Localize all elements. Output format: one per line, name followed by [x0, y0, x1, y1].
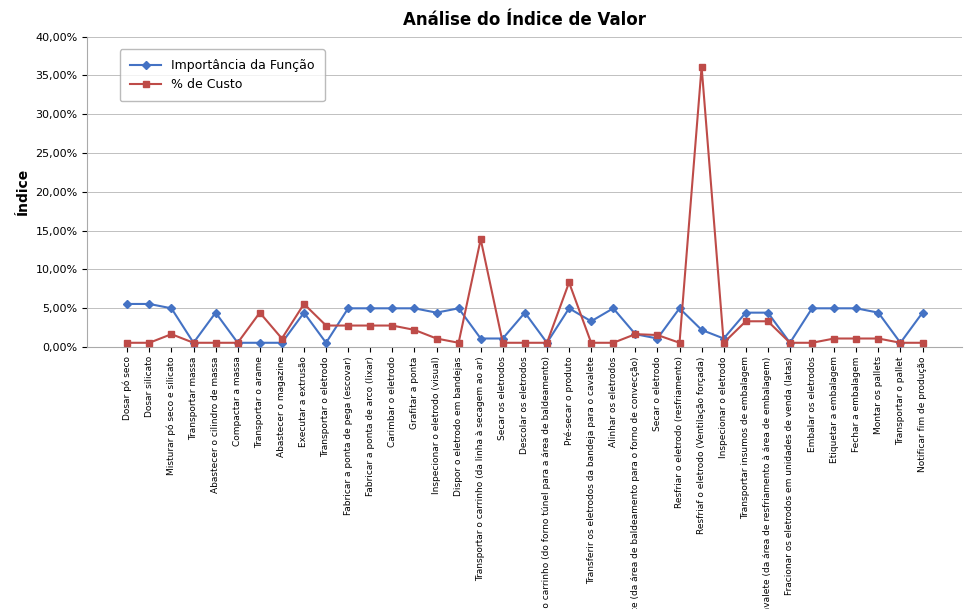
% de Custo — [828, 335, 840, 342]
% de Custo — [718, 339, 730, 347]
Importância da Função — [210, 309, 222, 316]
% de Custo — [232, 339, 244, 347]
Importância da Função — [519, 309, 531, 316]
% de Custo — [408, 326, 420, 334]
% de Custo — [210, 339, 222, 347]
% de Custo — [342, 322, 354, 329]
Importância da Função — [674, 304, 685, 312]
% de Custo — [453, 339, 465, 347]
Importância da Função — [806, 304, 817, 312]
Importância da Função — [431, 309, 442, 316]
% de Custo — [188, 339, 199, 347]
% de Custo — [541, 339, 553, 347]
Importância da Função — [718, 335, 730, 342]
Importância da Função — [475, 335, 487, 342]
Importância da Função — [298, 309, 310, 316]
% de Custo — [519, 339, 531, 347]
% de Custo — [608, 339, 619, 347]
Importância da Função — [651, 335, 663, 342]
Importância da Função — [497, 335, 508, 342]
% de Custo — [165, 331, 177, 338]
% de Custo — [431, 335, 442, 342]
Importância da Função — [784, 339, 796, 347]
% de Custo — [917, 339, 928, 347]
% de Custo — [276, 335, 288, 342]
% de Custo — [630, 331, 642, 338]
Importância da Função — [740, 309, 751, 316]
Importância da Função — [696, 326, 708, 334]
Legend: Importância da Função, % de Custo: Importância da Função, % de Custo — [120, 49, 325, 101]
Importância da Função — [188, 339, 199, 347]
Importância da Função — [585, 318, 597, 325]
Importância da Função — [342, 304, 354, 312]
% de Custo — [585, 339, 597, 347]
% de Custo — [651, 331, 663, 339]
Importância da Função — [917, 309, 928, 316]
% de Custo — [696, 63, 708, 71]
Importância da Função — [762, 309, 774, 316]
% de Custo — [497, 339, 508, 347]
% de Custo — [254, 309, 265, 316]
Importância da Função — [165, 304, 177, 312]
% de Custo — [144, 339, 156, 347]
Importância da Função — [276, 339, 288, 347]
% de Custo — [762, 318, 774, 325]
% de Custo — [122, 339, 133, 347]
Importância da Função — [563, 304, 574, 312]
Importância da Função — [254, 339, 265, 347]
Importância da Função — [232, 339, 244, 347]
% de Custo — [674, 339, 685, 347]
Importância da Função — [364, 304, 376, 312]
Importância da Função — [408, 304, 420, 312]
% de Custo — [873, 335, 885, 342]
% de Custo — [894, 339, 906, 347]
Importância da Função — [541, 339, 553, 347]
Importância da Função — [453, 304, 465, 312]
Y-axis label: Índice: Índice — [16, 168, 30, 216]
Line: % de Custo: % de Custo — [124, 64, 925, 345]
% de Custo — [387, 322, 399, 329]
Importância da Função — [144, 300, 156, 308]
% de Custo — [364, 322, 376, 329]
% de Custo — [298, 300, 310, 308]
Importância da Função — [608, 304, 619, 312]
Importância da Função — [122, 300, 133, 308]
Importância da Função — [894, 339, 906, 347]
% de Custo — [850, 335, 862, 342]
Importância da Função — [387, 304, 399, 312]
% de Custo — [475, 236, 487, 243]
% de Custo — [320, 322, 331, 329]
Importância da Função — [630, 331, 642, 338]
Title: Análise do Índice de Valor: Análise do Índice de Valor — [403, 12, 646, 29]
% de Custo — [806, 339, 817, 347]
% de Custo — [563, 279, 574, 286]
Line: Importância da Função: Importância da Função — [124, 301, 925, 345]
Importância da Função — [828, 304, 840, 312]
Importância da Função — [873, 309, 885, 316]
% de Custo — [784, 339, 796, 347]
Importância da Função — [320, 339, 331, 347]
Importância da Função — [850, 304, 862, 312]
% de Custo — [740, 318, 751, 325]
